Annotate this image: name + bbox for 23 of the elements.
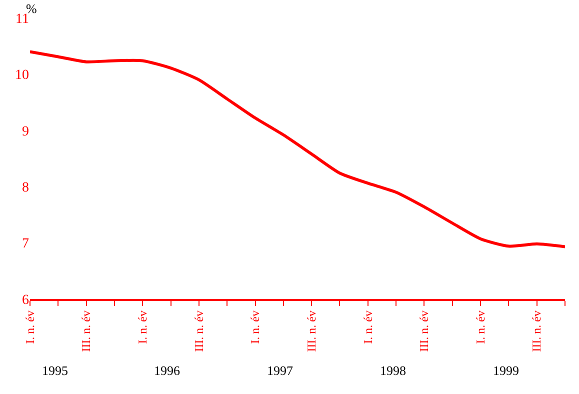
text: 1998	[380, 363, 406, 378]
y-tick-label: 8	[22, 180, 29, 196]
text: 1997	[267, 363, 294, 378]
x-tick-label: III. n. év	[530, 310, 544, 352]
x-tick-label: I. n. év	[360, 310, 375, 344]
y-tick-label: 6	[22, 292, 29, 308]
x-tick-label: I. n. év	[473, 310, 488, 344]
x-tick-label: III. n. év	[192, 310, 206, 352]
text: 1999	[493, 363, 519, 378]
y-tick-label: 10	[15, 68, 29, 84]
y-tick-label: 7	[22, 236, 29, 252]
x-tick-label: I. n. év	[248, 310, 262, 344]
text: 1995	[42, 363, 68, 378]
x-tick-label: I. n. év	[22, 310, 37, 344]
y-axis-title: %	[26, 1, 37, 16]
y-tick-label: 9	[22, 124, 29, 140]
y-tick-label: 11	[16, 12, 29, 27]
x-tick-label: III. n. év	[417, 310, 432, 352]
x-tick-label: III. n. év	[304, 310, 318, 352]
text: 1996	[154, 363, 180, 378]
x-tick-label: I. n. év	[136, 310, 150, 344]
line-series	[30, 50, 565, 248]
x-tick-label: III. n. év	[79, 310, 94, 352]
